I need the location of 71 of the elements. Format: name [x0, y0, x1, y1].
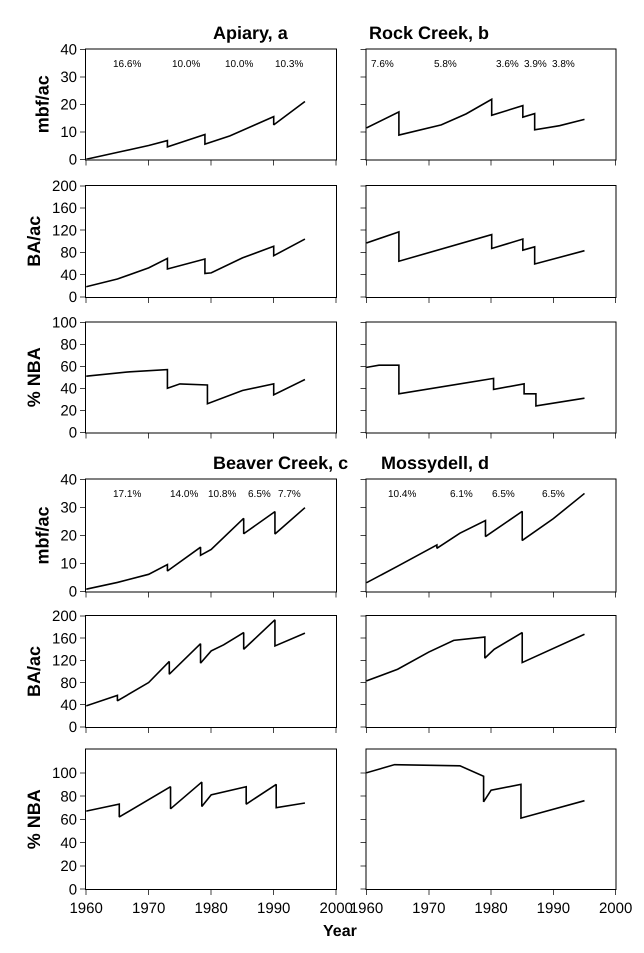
- x-axis-title: Year: [323, 923, 357, 940]
- y-tick-label: 20: [60, 528, 78, 545]
- y-axis-title: BA/ac: [24, 216, 44, 267]
- y-tick-label: 0: [68, 289, 78, 306]
- y-axis-title: % NBA: [24, 347, 44, 408]
- y-tick-label: 20: [60, 858, 78, 875]
- x-tick-label: 1970: [412, 900, 446, 918]
- y-tick-label: 30: [60, 69, 78, 86]
- x-tick-label: 2000: [598, 900, 632, 918]
- y-axis-title: mbf/ac: [32, 506, 53, 564]
- y-tick-label: 40: [60, 380, 78, 398]
- y-tick-label: 0: [68, 719, 78, 736]
- y-axis-title: % NBA: [24, 789, 44, 850]
- y-tick-label: 40: [60, 42, 78, 58]
- y-tick-label: 40: [60, 472, 78, 489]
- annotation: 10.0%: [225, 59, 254, 70]
- chart-title: Beaver Creek, c: [213, 453, 348, 473]
- chart-title: Apiary, a: [213, 23, 289, 43]
- x-tick-label: 1980: [474, 900, 508, 918]
- annotation: 14.0%: [170, 489, 198, 500]
- y-tick-label: 40: [60, 697, 78, 714]
- y-tick-label: 40: [60, 834, 78, 852]
- y-tick-label: 100: [52, 314, 78, 332]
- y-tick-label: 0: [68, 584, 78, 601]
- annotation: 7.6%: [371, 59, 394, 70]
- annotation: 10.4%: [388, 489, 416, 500]
- y-tick-label: 20: [60, 96, 78, 114]
- y-tick-label: 160: [52, 200, 78, 218]
- annotation: 3.9%: [524, 59, 547, 70]
- y-tick-label: 0: [68, 152, 78, 168]
- y-tick-label: 10: [60, 124, 78, 141]
- annotation: 10.0%: [172, 59, 200, 70]
- annotation: 6.1%: [450, 489, 473, 500]
- y-tick-label: 60: [60, 812, 78, 829]
- y-tick-label: 0: [68, 424, 78, 442]
- y-tick-label: 80: [60, 674, 78, 692]
- y-tick-label: 160: [52, 630, 78, 648]
- y-tick-label: 120: [52, 652, 78, 670]
- x-tick-label: 1990: [257, 900, 290, 918]
- y-tick-label: 200: [52, 178, 78, 196]
- y-axis-title: BA/ac: [24, 646, 44, 697]
- annotation: 6.5%: [248, 489, 271, 500]
- y-tick-label: 60: [60, 358, 78, 376]
- chart-title: Mossydell, d: [381, 453, 490, 473]
- x-tick-label: 1960: [69, 900, 103, 918]
- y-tick-label: 80: [60, 244, 78, 262]
- x-tick-label: 1990: [536, 900, 570, 918]
- annotation: 6.5%: [542, 489, 565, 500]
- annotation: 10.8%: [208, 489, 236, 500]
- y-tick-label: 20: [60, 402, 78, 420]
- y-tick-label: 80: [60, 788, 78, 806]
- x-tick-label: 1980: [194, 900, 228, 918]
- annotation: 3.6%: [496, 59, 519, 70]
- y-tick-label: 10: [60, 556, 78, 573]
- y-tick-label: 30: [60, 500, 78, 517]
- y-tick-label: 40: [60, 266, 78, 284]
- y-axis-title: mbf/ac: [32, 75, 53, 134]
- annotation: 5.8%: [434, 59, 457, 70]
- annotation: 16.6%: [113, 59, 142, 70]
- annotation: 17.1%: [113, 489, 142, 500]
- annotation: 10.3%: [275, 59, 304, 70]
- y-tick-label: 0: [68, 881, 78, 898]
- y-tick-label: 120: [52, 222, 78, 240]
- annotation: 7.7%: [278, 489, 301, 500]
- y-tick-label: 80: [60, 336, 78, 354]
- x-tick-label: 1970: [132, 900, 166, 918]
- y-tick-label: 100: [52, 765, 78, 782]
- annotation: 3.8%: [552, 59, 575, 70]
- annotation: 6.5%: [492, 489, 515, 500]
- y-tick-label: 200: [52, 608, 78, 626]
- chart-title: Rock Creek, b: [369, 23, 490, 43]
